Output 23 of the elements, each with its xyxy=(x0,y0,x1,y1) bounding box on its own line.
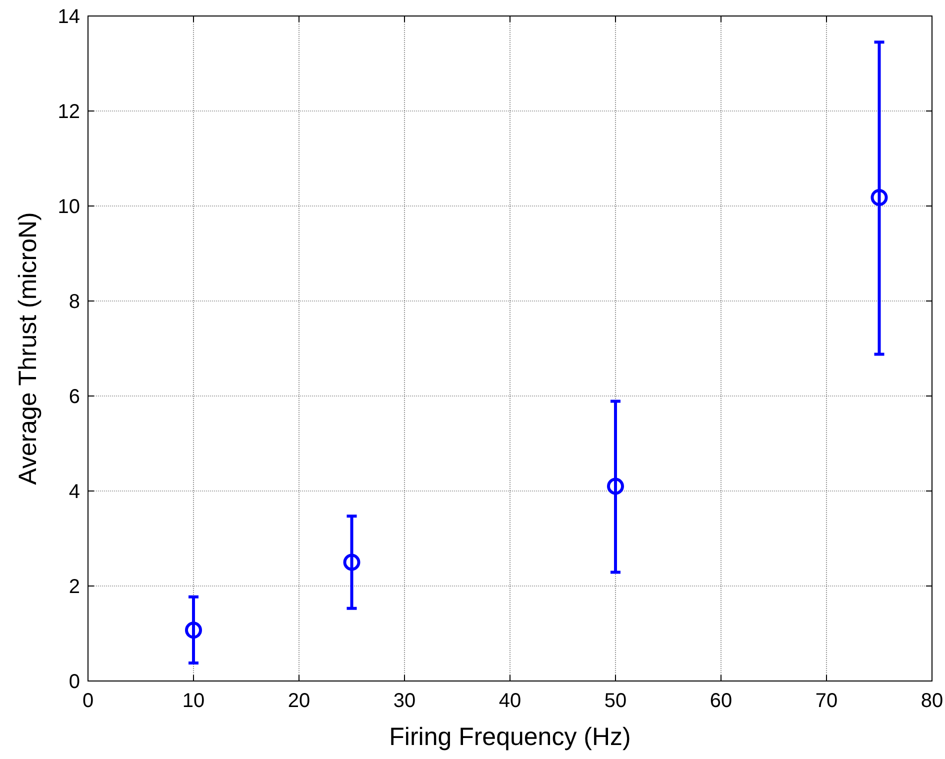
x-tick-label: 60 xyxy=(710,690,732,712)
y-tick-label: 12 xyxy=(58,101,80,123)
y-tick-label: 10 xyxy=(58,196,80,218)
point xyxy=(343,554,360,571)
point xyxy=(607,478,624,495)
x-tick-label: 30 xyxy=(393,690,416,712)
y-tick-label: 2 xyxy=(68,576,80,598)
y-tick-label: 14 xyxy=(58,6,80,28)
x-tick-label: 80 xyxy=(920,690,944,712)
x-tick-label: 0 xyxy=(82,690,94,712)
x-tick-label: 10 xyxy=(182,690,205,712)
y-tick-label: 8 xyxy=(68,291,80,313)
x-axis-title: Firing Frequency (Hz) xyxy=(389,723,631,751)
y-axis-title: Average Thrust (microN) xyxy=(14,212,42,485)
x-tick-label: 50 xyxy=(604,690,627,712)
point xyxy=(185,622,202,639)
point xyxy=(870,188,888,206)
x-tick-label: 70 xyxy=(815,690,838,712)
y-tick-label: 4 xyxy=(68,481,80,503)
x-tick-label: 20 xyxy=(288,690,310,712)
y-tick-label: 6 xyxy=(68,386,80,408)
x-tick-label: 40 xyxy=(498,690,522,712)
y-tick-label: 0 xyxy=(68,671,80,693)
